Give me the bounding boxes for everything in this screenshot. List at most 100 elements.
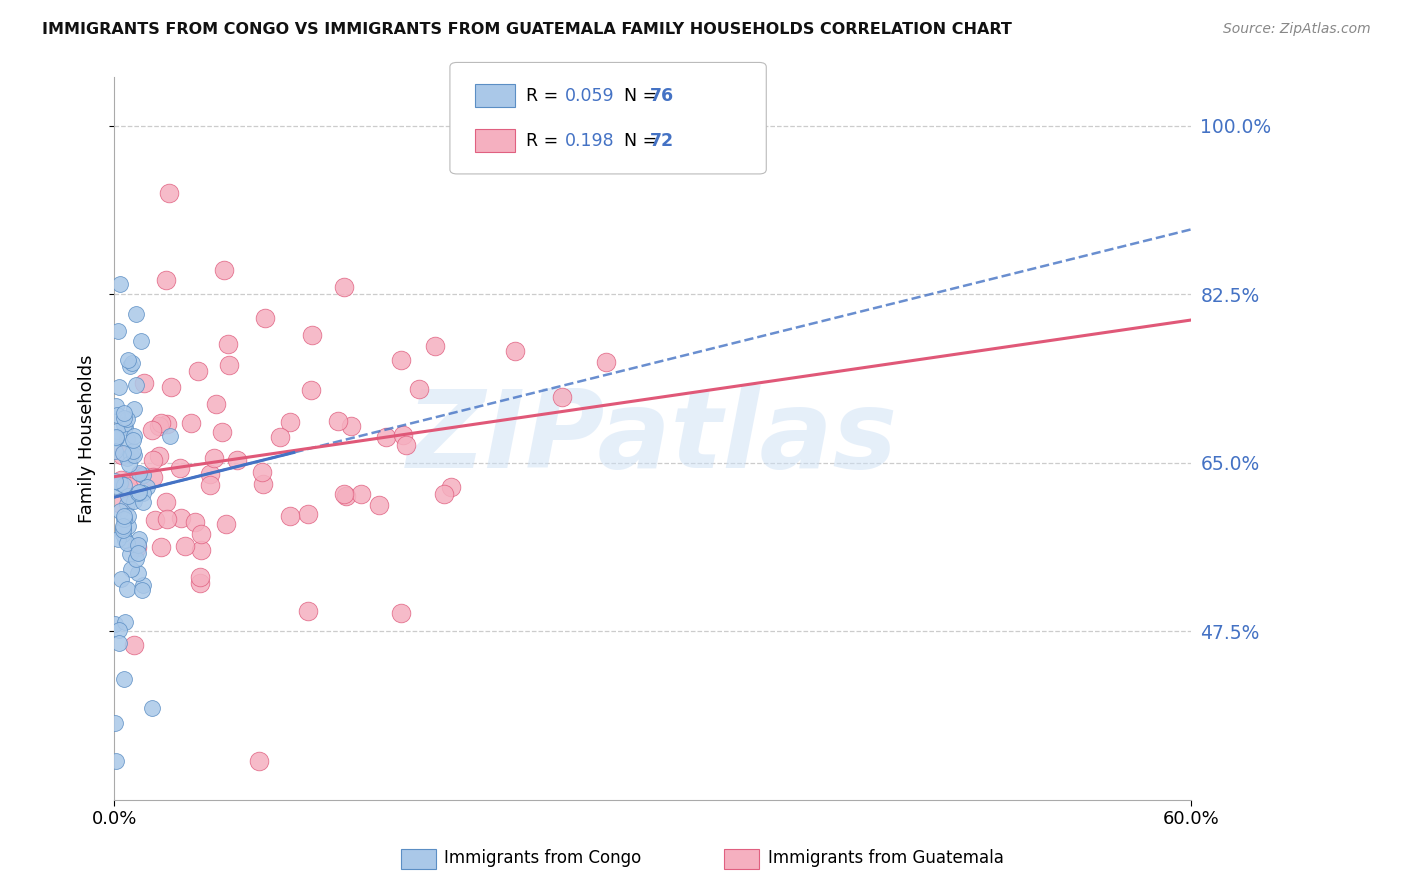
Point: [120, 547, 142, 561]
Text: IMMIGRANTS FROM CONGO VS IMMIGRANTS FROM GUATEMALA FAMILY HOUSEHOLDS CORRELATION: IMMIGRANTS FROM CONGO VS IMMIGRANTS FROM…: [42, 22, 1012, 37]
Point: [389, 352, 412, 367]
Point: [252, 465, 274, 479]
Point: [395, 438, 418, 452]
Point: [297, 508, 319, 522]
Point: [108, 623, 131, 637]
Point: [124, 402, 146, 417]
Point: [104, 715, 127, 730]
Point: [159, 429, 181, 443]
Point: [122, 638, 145, 652]
Point: [297, 604, 319, 618]
Point: [156, 512, 179, 526]
Point: [217, 336, 239, 351]
Point: [335, 489, 357, 503]
Point: [122, 429, 145, 443]
Point: [120, 448, 142, 462]
Y-axis label: Family Households: Family Households: [79, 354, 96, 523]
Point: [155, 495, 177, 509]
Point: [117, 450, 139, 465]
Point: [131, 494, 153, 508]
Point: [301, 328, 323, 343]
Point: [299, 383, 322, 397]
Point: [111, 448, 134, 462]
Point: [131, 486, 153, 500]
Point: [105, 431, 128, 445]
Point: [150, 541, 173, 555]
Point: [117, 582, 139, 596]
Point: [127, 546, 149, 560]
Point: [190, 527, 212, 541]
Point: [433, 487, 456, 501]
Point: [440, 480, 463, 494]
Point: [551, 390, 574, 404]
Point: [198, 478, 221, 492]
Point: [114, 420, 136, 434]
Point: [105, 430, 128, 444]
Point: [105, 424, 128, 438]
Point: [110, 504, 132, 518]
Text: 0.198: 0.198: [565, 132, 614, 150]
Point: [117, 508, 139, 523]
Point: [132, 467, 155, 482]
Point: [104, 754, 127, 768]
Point: [115, 497, 138, 511]
Point: [174, 540, 197, 554]
Text: ZIPatlas: ZIPatlas: [406, 385, 898, 491]
Point: [128, 485, 150, 500]
Point: [157, 186, 180, 200]
Point: [118, 457, 141, 471]
Text: Immigrants from Congo: Immigrants from Congo: [444, 849, 641, 867]
Point: [108, 380, 131, 394]
Point: [112, 521, 135, 535]
Point: [125, 307, 148, 321]
Point: [114, 615, 136, 630]
Point: [117, 352, 139, 367]
Point: [115, 412, 138, 426]
Point: [112, 411, 135, 425]
Point: [120, 562, 142, 576]
Point: [389, 606, 412, 620]
Point: [124, 377, 146, 392]
Point: [124, 552, 146, 566]
Point: [198, 467, 221, 481]
Point: [503, 343, 526, 358]
Point: [107, 325, 129, 339]
Point: [278, 509, 301, 524]
Point: [142, 469, 165, 483]
Text: N =: N =: [613, 87, 662, 104]
Point: [595, 354, 617, 368]
Point: [156, 417, 179, 432]
Point: [121, 356, 143, 370]
Point: [112, 672, 135, 686]
Point: [225, 452, 247, 467]
Point: [212, 263, 235, 277]
Point: [326, 414, 349, 428]
Point: [332, 487, 354, 501]
Point: [112, 406, 135, 420]
Point: [169, 460, 191, 475]
Text: 72: 72: [650, 132, 673, 150]
Point: [202, 450, 225, 465]
Point: [117, 489, 139, 503]
Point: [269, 430, 291, 444]
Point: [211, 425, 233, 440]
Point: [117, 479, 139, 493]
Point: [127, 485, 149, 500]
Point: [188, 575, 211, 590]
Point: [136, 480, 159, 494]
Point: [214, 517, 236, 532]
Point: [128, 532, 150, 546]
Point: [148, 419, 170, 434]
Point: [368, 498, 391, 512]
Point: [127, 540, 149, 554]
Point: [332, 279, 354, 293]
Point: [249, 754, 271, 768]
Point: [253, 311, 276, 326]
Point: [350, 487, 373, 501]
Point: [104, 400, 127, 414]
Point: [128, 469, 150, 483]
Point: [141, 701, 163, 715]
Point: [107, 532, 129, 546]
Point: [105, 409, 128, 423]
Point: [148, 450, 170, 464]
